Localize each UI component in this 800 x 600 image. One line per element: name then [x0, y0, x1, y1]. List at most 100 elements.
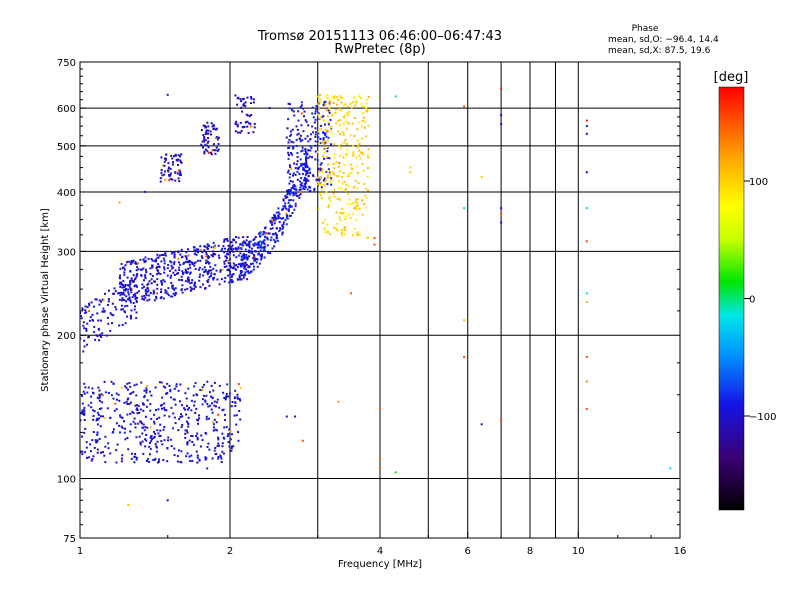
data-point: [356, 204, 359, 207]
data-point: [179, 171, 182, 174]
data-point: [203, 249, 206, 252]
data-point: [135, 317, 138, 319]
data-point: [93, 325, 96, 328]
data-point: [275, 234, 278, 237]
data-point: [243, 102, 246, 105]
data-point: [82, 409, 85, 411]
data-point: [179, 159, 182, 162]
data-point: [317, 151, 319, 153]
data-point: [243, 273, 246, 275]
data-point: [215, 269, 218, 272]
data-point: [161, 403, 164, 406]
data-point: [288, 214, 291, 217]
data-point: [84, 386, 87, 389]
data-point: [241, 259, 244, 262]
data-point: [92, 418, 95, 421]
data-point: [172, 292, 175, 295]
data-point: [104, 391, 107, 394]
data-point: [309, 138, 312, 141]
data-point: [119, 267, 122, 270]
data-point: [304, 149, 307, 152]
data-point: [169, 390, 172, 393]
data-point: [302, 130, 305, 133]
data-point: [229, 438, 232, 441]
data-point: [227, 244, 230, 247]
data-point: [335, 96, 338, 99]
data-point: [213, 400, 216, 403]
data-point: [176, 460, 179, 463]
data-point: [245, 243, 248, 246]
data-point: [235, 414, 238, 417]
data-point: [130, 279, 133, 282]
data-point: [166, 460, 169, 463]
data-point: [286, 209, 289, 212]
data-point: [296, 160, 299, 163]
data-point: [313, 121, 316, 124]
data-point: [326, 130, 329, 133]
data-point: [352, 144, 354, 147]
data-point: [222, 391, 225, 394]
data-point: [186, 287, 189, 290]
data-point: [205, 415, 208, 418]
data-point: [355, 198, 358, 201]
data-point: [339, 95, 342, 98]
data-point: [184, 271, 187, 274]
data-point: [359, 157, 362, 160]
data-point: [242, 244, 245, 247]
data-point: [205, 126, 208, 129]
data-point: [327, 139, 329, 142]
data-point: [126, 261, 128, 264]
data-point: [131, 288, 134, 291]
data-point: [361, 199, 364, 202]
data-point: [229, 265, 232, 268]
data-point: [340, 229, 343, 232]
data-point: [141, 283, 144, 286]
data-point: [213, 404, 216, 407]
data-point: [271, 216, 274, 219]
data-point: [174, 153, 177, 156]
data-point: [190, 454, 193, 457]
data-point: [115, 449, 118, 452]
data-point: [149, 292, 152, 294]
sparse-data-point: [585, 356, 588, 358]
data-point: [184, 408, 187, 411]
data-point: [361, 151, 363, 154]
data-point: [187, 416, 190, 419]
data-point: [211, 125, 214, 128]
data-point: [332, 102, 335, 104]
data-point: [148, 298, 151, 301]
data-point: [244, 242, 247, 244]
data-point: [361, 213, 364, 216]
data-point: [235, 264, 238, 267]
data-point: [143, 261, 146, 264]
data-point: [230, 248, 233, 250]
data-point: [82, 350, 85, 353]
data-point: [324, 129, 327, 132]
data-point: [118, 276, 121, 279]
data-point: [300, 124, 303, 127]
data-point: [88, 302, 91, 305]
data-point: [171, 178, 174, 181]
data-point: [246, 114, 249, 117]
data-point: [261, 253, 263, 256]
data-point: [85, 329, 88, 332]
data-point: [362, 153, 365, 156]
data-point: [143, 396, 146, 399]
data-point: [191, 441, 194, 443]
data-point: [199, 273, 202, 276]
sparse-data-point: [463, 105, 466, 108]
data-point: [119, 281, 122, 284]
data-point: [88, 310, 90, 312]
data-point: [235, 423, 238, 426]
data-point: [327, 109, 330, 112]
data-point: [231, 244, 234, 247]
data-point: [367, 189, 370, 192]
data-point: [226, 240, 229, 242]
data-point: [226, 248, 229, 251]
data-point: [98, 408, 101, 410]
data-point: [247, 249, 250, 252]
data-point: [303, 188, 306, 191]
data-point: [146, 399, 149, 402]
sparse-data-point: [268, 107, 271, 110]
data-point: [355, 101, 358, 104]
